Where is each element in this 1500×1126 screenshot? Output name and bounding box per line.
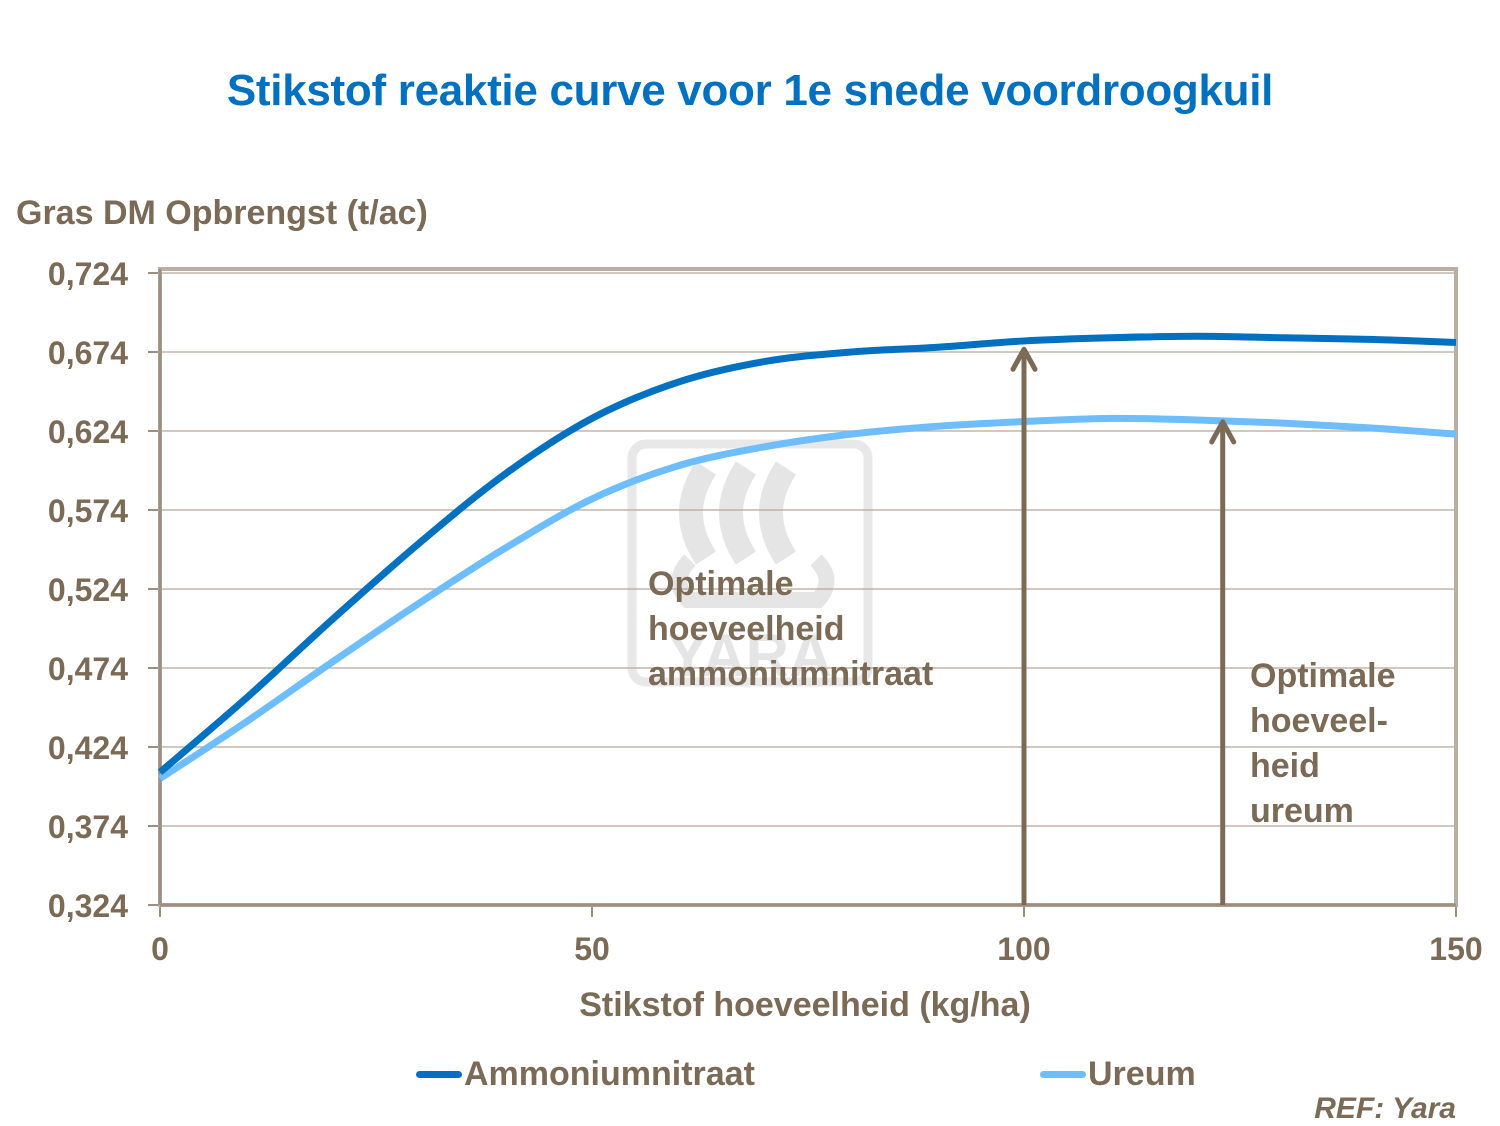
legend-label: Ammoniumnitraat (464, 1055, 755, 1093)
y-tick-label: 0,724 (48, 256, 128, 292)
x-tick-label: 150 (1429, 931, 1482, 967)
y-axis-label: Gras DM Opbrengst (t/ac) (16, 194, 428, 232)
legend-item-urea: Ureum (1040, 1055, 1196, 1094)
chart-title: Stikstof reaktie curve voor 1e snede voo… (226, 66, 1274, 115)
x-axis-label: Stikstof hoeveelheid (kg/ha) (579, 986, 1031, 1024)
annotation-urea-line: heid (1250, 747, 1320, 785)
annotation-urea-line: hoeveel- (1250, 702, 1388, 740)
annotation-urea-line: ureum (1250, 792, 1354, 830)
annotation-ammonium-line: hoeveelheid (648, 610, 845, 648)
y-tick-label: 0,624 (48, 414, 128, 450)
y-tick-label: 0,474 (48, 651, 128, 687)
series-line-ammoniumnitraat (157, 332, 1457, 775)
x-tick-label: 100 (997, 931, 1050, 967)
annotation-urea: Optimale hoeveel- heid ureum (1250, 654, 1395, 834)
reference-note: REF: Yara (1314, 1092, 1456, 1125)
svg-text:YARA: YARA (668, 622, 833, 689)
annotation-urea-line: Optimale (1250, 657, 1396, 695)
legend-line-icon (1040, 1071, 1086, 1078)
x-tick-label: 50 (574, 931, 610, 967)
annotation-ammonium: Optimale hoeveelheid ammoniumnitraat (648, 562, 933, 697)
legend-label: Ureum (1088, 1055, 1196, 1093)
series-line-ureum (158, 414, 1457, 782)
y-tick-label: 0,574 (48, 493, 128, 529)
y-tick-label: 0,324 (48, 888, 128, 924)
arrow-up-icon-urea (1209, 419, 1237, 905)
y-tick-label: 0,674 (48, 335, 128, 371)
x-tick-label: 0 (151, 931, 169, 967)
legend-item-ammonium: Ammoniumnitraat (416, 1055, 755, 1094)
y-tick-label: 0,424 (48, 730, 128, 766)
y-tick-label: 0,524 (48, 572, 128, 608)
legend-line-icon (416, 1071, 462, 1078)
yara-logo-watermark-icon: YARA (627, 439, 873, 689)
y-tick-label: 0,374 (48, 809, 128, 845)
annotation-ammonium-line: ammoniumnitraat (648, 655, 934, 693)
annotation-ammonium-line: Optimale (648, 565, 794, 603)
arrow-up-icon-ammonium (1010, 346, 1038, 905)
